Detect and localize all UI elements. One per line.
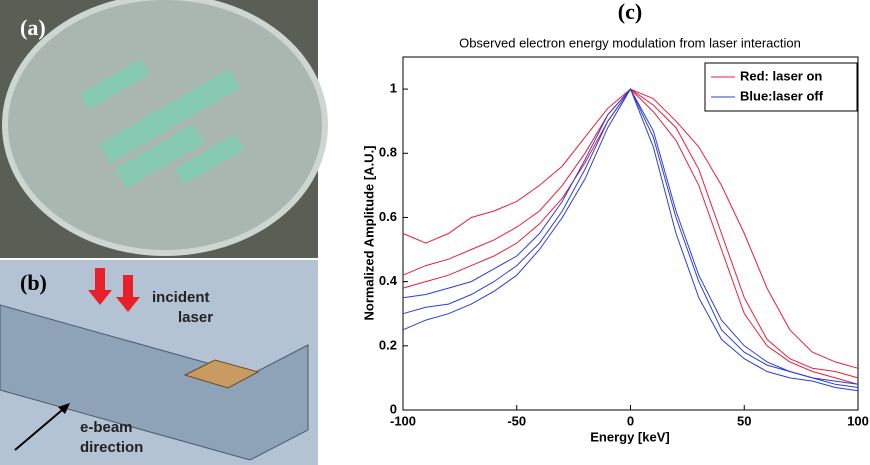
diagram-text: incident: [152, 289, 210, 306]
diagram-text: laser: [178, 309, 213, 326]
y-tick-label: 0.4: [379, 273, 398, 288]
y-tick-label: 1: [390, 81, 397, 96]
arrow: [116, 275, 140, 312]
diagram-text: direction: [80, 439, 143, 456]
curve: [402, 88, 859, 392]
legend-box: [704, 62, 858, 112]
x-tick-label: -50: [507, 413, 526, 428]
y-tick-label: 0.2: [379, 337, 397, 352]
legend-label: Blue:laser off: [740, 88, 824, 103]
x-axis-label: Energy [keV]: [590, 429, 669, 444]
pad: [183, 359, 260, 389]
x-tick-label: 50: [737, 413, 751, 428]
curve: [402, 88, 859, 385]
y-tick-label: 0.8: [379, 145, 397, 160]
panel-label: (b): [20, 270, 47, 295]
y-tick-label: 0.6: [379, 209, 397, 224]
legend-label: Red: laser on: [740, 68, 822, 83]
panel-label: (c): [618, 0, 642, 24]
arrow: [88, 268, 112, 305]
x-tick-label: -100: [390, 413, 416, 428]
diagram-text: e-beam: [80, 419, 133, 436]
structures: [80, 58, 245, 189]
x-tick-label: 100: [847, 413, 869, 428]
curve: [402, 88, 859, 369]
curve: [402, 88, 859, 388]
y-tick-label: 0: [390, 401, 397, 416]
curve: [402, 88, 859, 385]
y-axis-label: Normalized Amplitude [A.U.]: [361, 145, 376, 320]
curve: [402, 88, 859, 379]
panel-label: (a): [20, 15, 46, 40]
arrow-line: [14, 404, 69, 451]
arrow-head: [58, 403, 70, 414]
x-tick-label: 0: [627, 413, 634, 428]
chart-title: Observed electron energy modulation from…: [459, 35, 801, 50]
